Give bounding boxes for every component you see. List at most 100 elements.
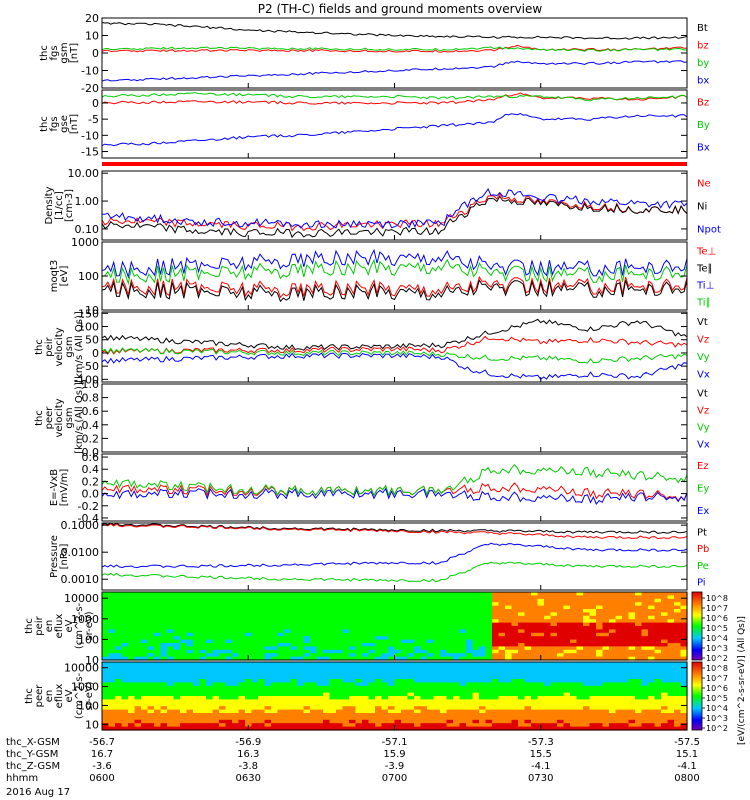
- spectrogram-cell: [485, 629, 493, 634]
- spectrogram-cell: [472, 646, 480, 651]
- spectrogram-cell: [342, 682, 350, 687]
- spectrogram-cell: [271, 662, 279, 666]
- spectrogram-cell: [544, 675, 552, 680]
- spectrogram-cell: [147, 639, 155, 644]
- spectrogram-cell: [661, 629, 669, 634]
- spectrogram-cell: [310, 713, 318, 717]
- spectrogram-cell: [375, 656, 383, 661]
- spectrogram-cell: [505, 643, 513, 647]
- spectrogram-cell: [414, 639, 422, 644]
- spectrogram-cell: [550, 668, 558, 673]
- spectrogram-cell: [635, 639, 643, 644]
- spectrogram-cell: [648, 605, 656, 610]
- legend-Pb: Pb: [697, 544, 709, 555]
- spectrogram-cell: [459, 629, 467, 634]
- spectrogram-cell: [524, 653, 532, 658]
- spectrogram-cell: [479, 622, 487, 627]
- spectrogram-cell: [563, 699, 571, 704]
- spectrogram-cell: [615, 619, 623, 624]
- y-tick-label: 0: [92, 347, 99, 360]
- spectrogram-cell: [472, 598, 480, 603]
- spectrogram-cell: [108, 619, 116, 624]
- spectrogram-cell: [427, 592, 435, 596]
- spectrogram-cell: [667, 668, 675, 673]
- spectrogram-cell: [219, 723, 227, 728]
- spectrogram-cell: [381, 682, 389, 687]
- spectrogram-cell: [290, 726, 298, 731]
- spectrogram-cell: [407, 692, 415, 697]
- spectrogram-cell: [589, 602, 597, 607]
- spectrogram-cell: [537, 643, 545, 647]
- spectrogram-cell: [420, 643, 428, 647]
- spectrogram-cell: [349, 609, 357, 613]
- spectrogram-cell: [537, 605, 545, 610]
- spectrogram-cell: [102, 629, 110, 634]
- spectrogram-cell: [615, 706, 623, 711]
- spectrogram-cell: [524, 719, 532, 724]
- y-axis-label: [eV]: [59, 266, 70, 287]
- spectrogram-cell: [173, 602, 181, 607]
- spectrogram-cell: [459, 713, 467, 717]
- spectrogram-cell: [576, 723, 584, 728]
- spectrogram-cell: [238, 709, 246, 714]
- spectrogram-cell: [446, 662, 454, 666]
- spectrogram-cell: [381, 595, 389, 600]
- spectrogram-cell: [550, 696, 558, 700]
- spectrogram-cell: [628, 679, 636, 683]
- spectrogram-cell: [251, 629, 259, 634]
- spectrogram-cell: [492, 643, 500, 647]
- spectrogram-cell: [297, 699, 305, 704]
- spectrogram-cell: [550, 726, 558, 731]
- spectrogram-cell: [674, 665, 682, 670]
- spectrogram-cell: [264, 685, 272, 690]
- spectrogram-cell: [258, 689, 266, 694]
- spectrogram-cell: [251, 665, 259, 670]
- spectrogram-cell: [466, 592, 474, 596]
- spectrogram-cell: [537, 709, 545, 714]
- spectrogram-cell: [583, 665, 591, 670]
- spectrogram-cell: [375, 605, 383, 610]
- spectrogram-cell: [225, 612, 233, 617]
- spectrogram-cell: [544, 672, 552, 677]
- spectrogram-cell: [576, 615, 584, 620]
- spectrogram-cell: [232, 605, 240, 610]
- spectrogram-cell: [251, 646, 259, 651]
- spectrogram-cell: [303, 626, 311, 630]
- spectrogram-cell: [310, 662, 318, 666]
- spectrogram-cell: [453, 675, 461, 680]
- spectrogram-cell: [589, 682, 597, 687]
- spectrogram-cell: [537, 615, 545, 620]
- spectrogram-cell: [524, 643, 532, 647]
- spectrogram-cell: [323, 716, 331, 721]
- spectrogram-cell: [342, 656, 350, 661]
- spectrogram-cell: [134, 685, 142, 690]
- spectrogram-cell: [134, 672, 142, 677]
- spectrogram-cell: [180, 675, 188, 680]
- spectrogram-cell: [498, 595, 506, 600]
- y-axis-label: [mV/m]: [59, 469, 70, 507]
- spectrogram-cell: [589, 636, 597, 641]
- spectrogram-cell: [388, 723, 396, 728]
- spectrogram-cell: [472, 653, 480, 658]
- spectrogram-cell: [362, 629, 370, 634]
- spectrogram-cell: [303, 716, 311, 721]
- spectrogram-cell: [563, 643, 571, 647]
- spectrogram-cell: [544, 643, 552, 647]
- spectrogram-cell: [394, 713, 402, 717]
- spectrogram-cell: [264, 646, 272, 651]
- spectrogram-cell: [297, 653, 305, 658]
- spectrogram-cell: [121, 639, 129, 644]
- spectrogram-cell: [108, 626, 116, 630]
- spectrogram-cell: [115, 592, 123, 596]
- spectrogram-cell: [615, 602, 623, 607]
- spectrogram-cell: [433, 643, 441, 647]
- spectrogram-cell: [505, 723, 513, 728]
- spectrogram-cell: [134, 675, 142, 680]
- spectrogram-cell: [440, 713, 448, 717]
- spectrogram-cell: [199, 672, 207, 677]
- spectrogram-cell: [596, 723, 604, 728]
- spectrogram-cell: [466, 682, 474, 687]
- spectrogram-cell: [212, 656, 220, 661]
- spectrogram-cell: [661, 609, 669, 613]
- spectrogram-cell: [199, 668, 207, 673]
